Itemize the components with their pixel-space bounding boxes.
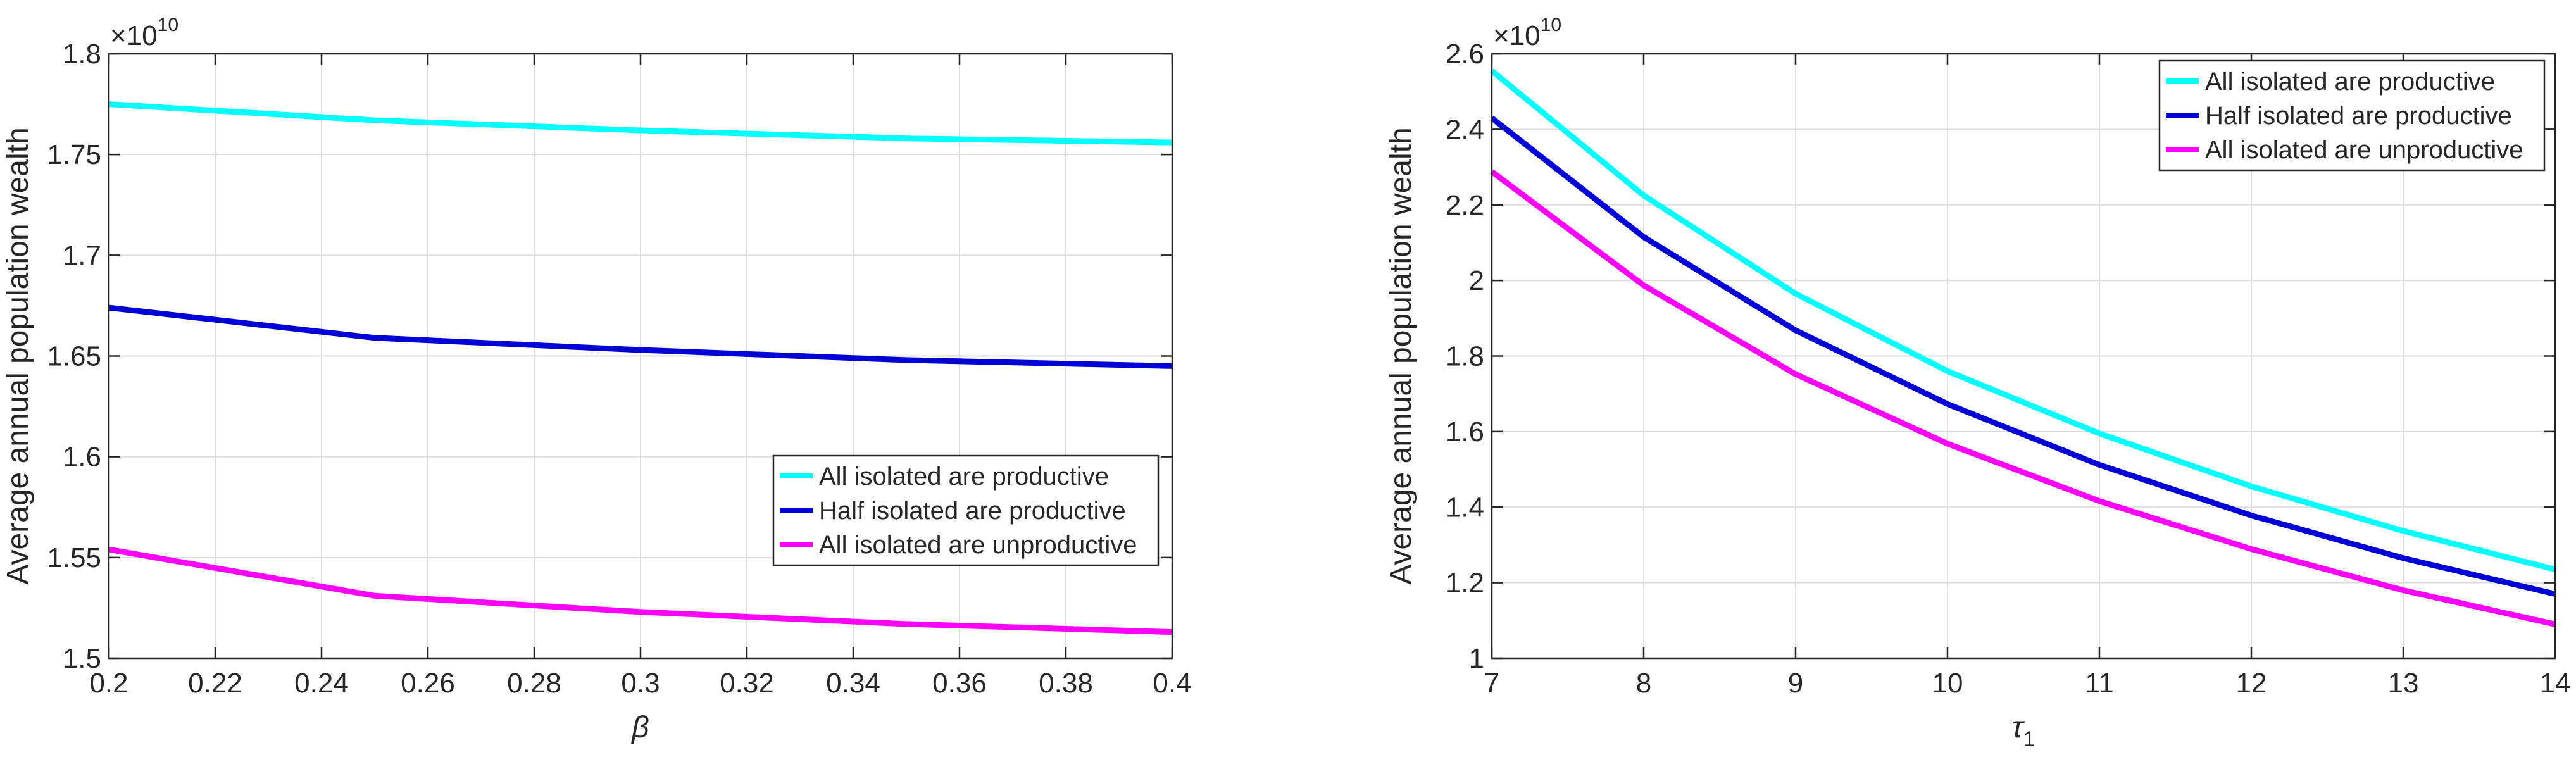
series-line-2 xyxy=(1490,115,2556,597)
y-tick-label: 1.8 xyxy=(63,39,101,70)
legend: All isolated are productive Half isolated… xyxy=(772,454,1160,566)
y-tick-label: 2.6 xyxy=(1446,39,1484,70)
x-tick-label: 0.3 xyxy=(621,668,660,699)
x-tick-label: 0.24 xyxy=(294,668,349,699)
x-tick-label: 13 xyxy=(2388,668,2419,699)
x-tick-label: 0.22 xyxy=(188,668,242,699)
x-axis-label: β xyxy=(630,711,649,744)
x-axis-symbol: β xyxy=(630,711,649,744)
legend-box xyxy=(2158,59,2546,172)
y-tick-label: 2.4 xyxy=(1446,114,1484,145)
y-tick-label: 1.6 xyxy=(1446,416,1484,447)
legend-label-2: Half isolated are productive xyxy=(2205,102,2512,130)
y-axis-label: Average annual population wealth xyxy=(1,127,35,584)
y-tick-label: 1 xyxy=(1469,643,1484,674)
y-axis-label: Average annual population wealth xyxy=(1384,127,1418,584)
multiplier-exponent: 10 xyxy=(158,15,178,35)
x-axis-subscript: 1 xyxy=(2023,727,2035,751)
x-tick-label: 14 xyxy=(2540,668,2571,699)
multiplier-base: ×10 xyxy=(110,20,158,51)
legend-label-3: All isolated are unproductive xyxy=(2205,136,2523,164)
y-tick-label: 1.75 xyxy=(47,139,101,170)
axes-frame xyxy=(108,53,1173,660)
x-tick-label: 10 xyxy=(1932,668,1963,699)
y-tick-label: 1.55 xyxy=(47,542,101,573)
x-tick-label: 7 xyxy=(1484,668,1499,699)
x-tick-label: 0.28 xyxy=(507,668,561,699)
y-tick-label: 2 xyxy=(1469,265,1484,296)
y-tick-label: 1.2 xyxy=(1446,568,1484,599)
series-line-1 xyxy=(108,101,1173,146)
x-tick-label: 9 xyxy=(1788,668,1803,699)
y-tick-label: 1.5 xyxy=(63,643,101,674)
x-tick-label: 11 xyxy=(2085,668,2114,699)
x-axis-symbol: τ xyxy=(2012,711,2025,744)
x-tick-label: 0.32 xyxy=(720,668,774,699)
legend-box xyxy=(772,454,1160,566)
chart-1: 0.2 0.22 0.24 0.26 0.28 0.3 0.32 0.34 0.36 0.38 0.… xyxy=(1,15,1192,744)
y-tick-label: 1.6 xyxy=(63,442,101,473)
x-tick-label: 0.4 xyxy=(1153,668,1191,699)
legend-label-1: All isolated are productive xyxy=(819,463,1109,491)
multiplier-base: ×10 xyxy=(1493,20,1541,51)
x-tick-label: 8 xyxy=(1636,668,1651,699)
x-tick-label: 0.26 xyxy=(401,668,455,699)
axis-multiplier: ×1010 xyxy=(110,15,178,51)
axis-multiplier: ×1010 xyxy=(1493,15,1561,51)
series-line-2 xyxy=(108,304,1173,369)
legend-label-2: Half isolated are productive xyxy=(819,497,1126,525)
x-tick-label: 0.2 xyxy=(89,668,128,699)
series-line-1 xyxy=(1490,68,2556,573)
legend: All isolated are productive Half isolated… xyxy=(2158,59,2546,172)
x-tick-label: 0.34 xyxy=(826,668,880,699)
y-tick-label: 1.65 xyxy=(47,341,101,372)
x-tick-label: 0.36 xyxy=(932,668,987,699)
y-tick-label: 2.2 xyxy=(1446,190,1484,221)
y-tick-label: 1.7 xyxy=(63,240,101,271)
multiplier-exponent: 10 xyxy=(1541,15,1561,35)
chart-2: 7 8 9 10 11 12 13 1411.21.41.61.822.22.42.6×101… xyxy=(1384,15,2570,751)
y-tick-label: 1.4 xyxy=(1446,492,1484,523)
x-tick-label: 12 xyxy=(2236,668,2267,699)
axes-frame xyxy=(1491,53,2556,660)
x-tick-label: 0.38 xyxy=(1039,668,1093,699)
series-line-3 xyxy=(108,546,1173,635)
y-tick-label: 1.8 xyxy=(1446,341,1484,372)
x-axis-label: τ1 xyxy=(2012,711,2035,751)
legend-label-3: All isolated are unproductive xyxy=(819,531,1137,559)
legend-label-1: All isolated are productive xyxy=(2205,68,2495,96)
series-line-3 xyxy=(1490,169,2556,627)
